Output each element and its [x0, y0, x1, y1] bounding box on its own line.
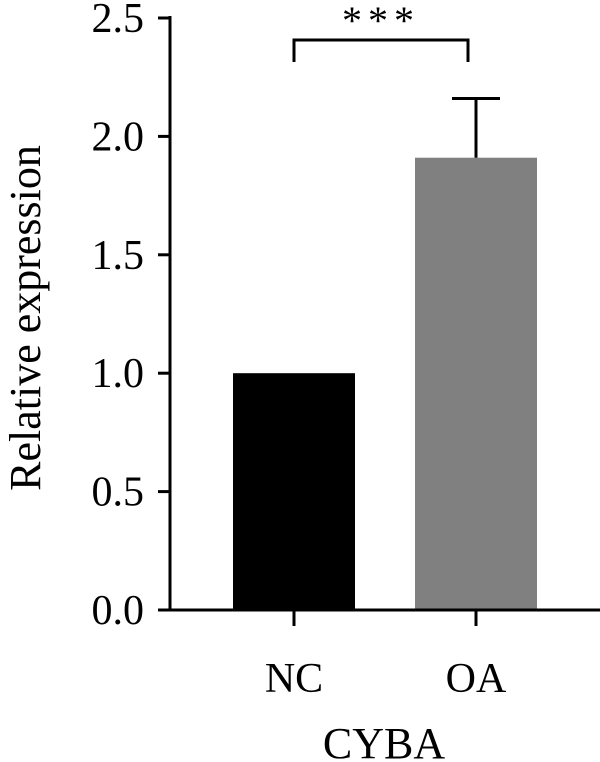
bar-oa [415, 157, 537, 610]
y-tick-label: 1.5 [92, 233, 145, 279]
bar-nc [233, 373, 355, 610]
y-tick-label: 0.5 [92, 470, 145, 516]
significance-label: *** [342, 0, 420, 43]
x-tick-label-nc: NC [265, 656, 323, 702]
y-tick-label: 2.0 [92, 114, 145, 160]
y-tick-label: 2.5 [92, 0, 145, 42]
y-axis-ticks: 0.0 0.5 1.0 1.5 2.0 2.5 [92, 0, 170, 634]
x-tick-label-oa: OA [446, 656, 507, 702]
bars [233, 157, 537, 610]
significance-bracket [292, 38, 470, 62]
y-axis-title: Relative expression [1, 145, 50, 491]
error-bars [452, 97, 500, 158]
error-bar-oa [452, 97, 500, 158]
x-axis-title: CYBA [323, 719, 445, 762]
x-axis-ticks: NC OA [265, 610, 507, 702]
y-tick-label: 0.0 [92, 588, 145, 634]
significance-annotation: *** [292, 0, 470, 62]
y-tick-label: 1.0 [92, 351, 145, 397]
